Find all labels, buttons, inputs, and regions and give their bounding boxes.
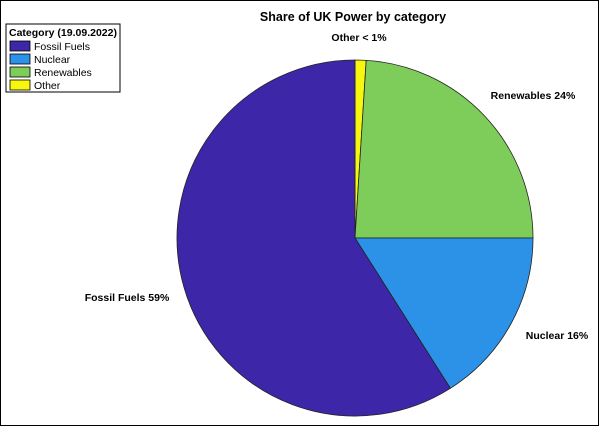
chart-title: Share of UK Power by category [260, 10, 446, 24]
legend-title: Category (19.09.2022) [9, 27, 117, 39]
slice-label-nuclear: Nuclear 16% [526, 330, 589, 342]
pie-slice-labels: Fossil Fuels 59% Nuclear 16% Renewables 24… [85, 32, 589, 342]
pie-slice-nuclear [354, 237, 534, 389]
legend-swatch-renewables [9, 66, 31, 78]
legend-label-other: Other [34, 80, 61, 92]
legend-swatch-nuclear [9, 53, 31, 65]
legend-label-renewables: Renewables [34, 67, 92, 79]
slice-label-renewables: Renewables 24% [491, 90, 576, 102]
slice-label-other: Other < 1% [331, 32, 387, 44]
pie-slices [176, 59, 534, 417]
pie-slice-fossil-fuels [176, 59, 451, 417]
legend-label-nuclear: Nuclear [34, 54, 71, 66]
legend-swatch-other [9, 79, 31, 91]
legend-label-fossil-fuels: Fossil Fuels [34, 41, 90, 53]
slice-label-fossil-fuels: Fossil Fuels 59% [85, 292, 170, 304]
legend-swatch-fossil-fuels [9, 40, 31, 52]
legend: Category (19.09.2022) Fossil FuelsNuclea… [5, 23, 121, 93]
pie-slice-renewables [354, 59, 534, 239]
